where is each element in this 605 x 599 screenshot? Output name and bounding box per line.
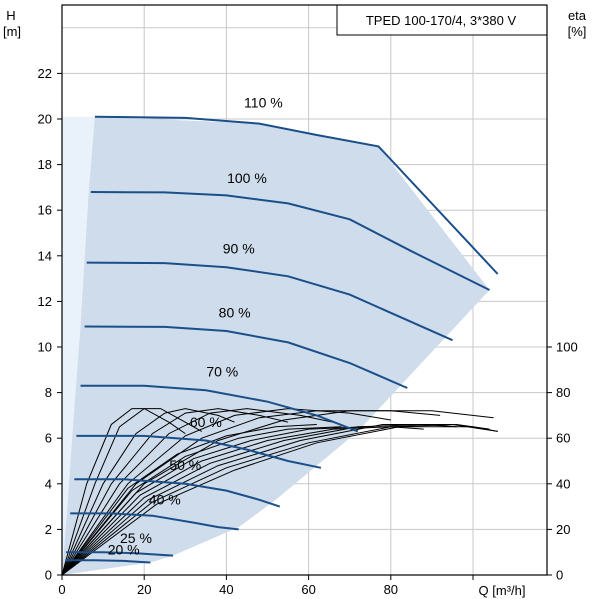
- head-curve-label: 50 %: [169, 457, 201, 473]
- y-left-tick-label: 14: [38, 248, 52, 263]
- y-left-tick-label: 0: [45, 568, 52, 583]
- x-tick-label: 0: [58, 582, 65, 597]
- operating-area-light: [62, 116, 95, 575]
- axes: 0 2 4 6 8 10 12 14 16 18 20 22 0 20 40 60 80 100 0 20 40 60 80: [38, 66, 578, 597]
- y-left-tick-label: 22: [38, 66, 52, 81]
- x-tick-label: 20: [137, 582, 151, 597]
- y-left-tick-label: 8: [45, 385, 52, 400]
- y-left-tick-label: 16: [38, 203, 52, 218]
- title-box: [336, 4, 548, 36]
- y-left-tick-label: 2: [45, 522, 52, 537]
- efficiency-curve: [61, 408, 235, 576]
- y-left-axis-label: H: [6, 8, 15, 23]
- x-tick-label: 40: [219, 582, 233, 597]
- y-right-tick-label: 100: [556, 340, 578, 355]
- efficiency-curve: [61, 408, 334, 576]
- head-curve: [86, 261, 453, 342]
- efficiency-curve: [61, 426, 367, 576]
- y-left-tick-label: 20: [38, 112, 52, 127]
- y-left-tick-label: 6: [45, 431, 52, 446]
- y-left-tick-label: 18: [38, 157, 52, 172]
- chart-title: TPED 100-170/4, 3*380 V: [366, 13, 517, 28]
- efficiency-curve: [61, 426, 342, 576]
- y-right-tick-label: 0: [556, 568, 563, 583]
- efficiency-curve: [61, 408, 202, 576]
- y-left-axis-unit: [m]: [3, 24, 21, 39]
- efficiency-curve: [61, 426, 498, 576]
- y-right-tick-label: 40: [556, 476, 570, 491]
- head-curve: [74, 478, 281, 508]
- head-curve-label: 70 %: [206, 364, 238, 380]
- x-tick-label: 60: [301, 582, 315, 597]
- y-left-tick-label: 4: [45, 476, 52, 491]
- head-curve: [84, 325, 408, 389]
- head-curve: [76, 434, 322, 469]
- head-curve-label: 40 %: [149, 491, 181, 507]
- head-curves: 110 % 100 % 90 % 80 % 70 % 60 % 50 % 40 % 25 %20…: [65, 95, 499, 564]
- efficiency-curve: [61, 423, 490, 576]
- y-right-tick-label: 20: [556, 522, 570, 537]
- head-curve-label: 110 %: [244, 95, 283, 111]
- y-left-tick-label: 10: [38, 340, 52, 355]
- head-curve-label: 80 %: [219, 304, 251, 320]
- x-axis-label: Q [m³/h]: [479, 583, 526, 598]
- y-right-axis-unit: [%]: [568, 24, 587, 39]
- efficiency-curves: [61, 408, 498, 576]
- head-curve-label: 100 %: [227, 170, 267, 186]
- head-curve: [65, 559, 151, 564]
- efficiency-curve: [61, 408, 289, 576]
- head-curve: [66, 551, 174, 557]
- y-right-tick-label: 60: [556, 431, 570, 446]
- head-curve-label: 90 %: [223, 241, 255, 257]
- efficiency-curve: [61, 424, 317, 576]
- efficiency-curve: [61, 410, 494, 576]
- x-tick-label: 80: [384, 582, 398, 597]
- y-right-tick-label: 80: [556, 385, 570, 400]
- plot-border: [61, 4, 548, 576]
- head-curve-label: 25 %: [120, 530, 152, 546]
- y-left-tick-label: 12: [38, 294, 52, 309]
- efficiency-curve: [61, 408, 186, 576]
- head-curve: [94, 115, 499, 275]
- efficiency-curve: [61, 408, 391, 576]
- head-curve: [90, 191, 490, 291]
- head-curve-label: 60 %: [190, 414, 222, 430]
- head-curve-label: 20 %: [108, 541, 140, 557]
- y-right-axis-label: eta: [568, 8, 587, 23]
- head-curve: [70, 512, 239, 531]
- head-curve: [80, 384, 359, 433]
